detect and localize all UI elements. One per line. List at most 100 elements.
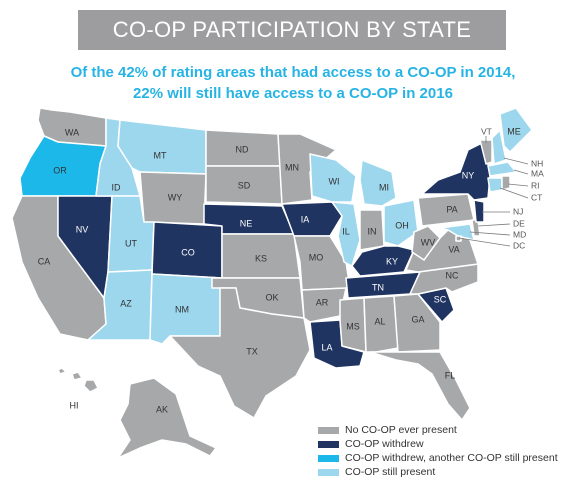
state-label-ak: AK [156, 404, 168, 414]
legend-label: CO-OP still present [345, 466, 436, 478]
state-mt[interactable] [117, 119, 207, 175]
state-label-ne: NE [240, 218, 253, 228]
subtitle-line-1: Of the 42% of rating areas that had acce… [70, 64, 516, 81]
state-label-or: OR [53, 165, 67, 175]
state-hi-island-3[interactable] [83, 379, 99, 393]
state-label-ct: CT [531, 192, 542, 202]
state-label-sc: SC [434, 294, 447, 304]
state-label-oh: OH [395, 220, 409, 230]
leader-ma [513, 169, 529, 175]
state-md[interactable] [439, 223, 475, 241]
state-label-md: MD [513, 229, 526, 239]
state-label-ny: NY [462, 170, 475, 180]
state-label-me: ME [507, 126, 521, 136]
state-tx[interactable] [169, 287, 311, 419]
map-title: CO-OP PARTICIPATION BY STATE [78, 10, 506, 50]
state-label-ri: RI [531, 180, 540, 190]
legend-swatch-none [318, 426, 339, 434]
state-label-az: AZ [120, 298, 132, 308]
state-label-vt: VT [481, 126, 492, 136]
state-ms[interactable] [339, 297, 367, 353]
state-vt[interactable] [479, 139, 493, 165]
state-label-va: VA [448, 244, 459, 254]
state-label-hi: HI [70, 400, 79, 410]
state-label-nm: NM [175, 304, 189, 314]
state-label-id: ID [112, 182, 122, 192]
state-label-mo: MO [309, 252, 324, 262]
state-label-ut: UT [125, 238, 137, 248]
leader-de [477, 223, 511, 227]
legend-label: CO-OP withdrew [345, 438, 424, 450]
state-nh[interactable] [491, 129, 507, 165]
leader-md [469, 231, 511, 236]
state-label-wa: WA [65, 127, 79, 137]
state-hi-island-2[interactable] [71, 371, 83, 381]
state-label-wi: WI [329, 176, 340, 186]
state-mi[interactable] [359, 159, 397, 207]
state-wi[interactable] [309, 153, 357, 203]
state-ny[interactable] [421, 141, 491, 201]
state-label-wv: WV [421, 237, 436, 247]
legend-item-withdrew-other: CO-OP withdrew, another CO-OP still pres… [318, 451, 558, 465]
state-label-fl: FL [445, 370, 456, 380]
state-label-ks: KS [255, 253, 267, 263]
state-label-nh: NH [531, 158, 543, 168]
state-label-ok: OK [265, 292, 278, 302]
state-label-ia: IA [301, 214, 310, 224]
state-label-nd: ND [236, 144, 249, 154]
state-label-dc: DC [513, 240, 525, 250]
state-fl[interactable] [369, 351, 471, 421]
legend-item-still: CO-OP still present [318, 465, 558, 479]
subtitle-line-2: 22% will still have access to a CO-OP in… [133, 85, 453, 102]
leader-dc [458, 237, 511, 247]
legend-label: No CO-OP ever present [345, 424, 457, 436]
legend-swatch-withdrew-other [318, 454, 339, 462]
state-label-nj: NJ [513, 206, 523, 216]
legend: No CO-OP ever present CO-OP withdrew CO-… [318, 423, 558, 479]
state-ri[interactable] [501, 175, 511, 191]
state-label-de: DE [513, 218, 525, 228]
state-label-tn: TN [372, 282, 384, 292]
state-ma[interactable] [487, 161, 517, 177]
state-label-tx: TX [246, 346, 258, 356]
us-state-map: WA OR CA NV ID MT WY UT CO AZ NM ND SD NE KS OK TX MN IA MO… [11, 107, 544, 459]
state-label-mn: MN [285, 162, 299, 172]
state-label-ma: MA [531, 168, 544, 178]
state-label-ga: GA [411, 314, 424, 324]
state-wv[interactable] [411, 225, 441, 261]
state-label-il: IL [342, 226, 350, 236]
state-ct[interactable] [487, 177, 503, 193]
state-label-wy: WY [168, 192, 183, 202]
state-label-ar: AR [316, 297, 329, 307]
state-ia[interactable] [281, 201, 343, 237]
leader-nh [503, 157, 529, 165]
state-hi[interactable] [57, 367, 67, 375]
state-nj[interactable] [473, 199, 485, 223]
legend-label: CO-OP withdrew, another CO-OP still pres… [345, 452, 558, 464]
state-label-mt: MT [154, 150, 167, 160]
state-ar[interactable] [301, 287, 347, 323]
state-me[interactable] [499, 107, 533, 153]
state-label-nv: NV [76, 224, 89, 234]
state-label-la: LA [321, 342, 332, 352]
legend-item-none: No CO-OP ever present [318, 423, 558, 437]
state-label-ms: MS [346, 321, 360, 331]
leader-ri [507, 183, 529, 187]
state-label-al: AL [374, 316, 385, 326]
state-label-in: IN [368, 226, 377, 236]
state-oh[interactable] [383, 199, 419, 247]
leader-ct [499, 187, 529, 199]
state-il[interactable] [331, 201, 361, 267]
state-ky[interactable] [351, 245, 415, 277]
state-label-sd: SD [238, 180, 251, 190]
legend-item-withdrew: CO-OP withdrew [318, 437, 558, 451]
state-label-pa: PA [446, 204, 457, 214]
state-label-co: CO [181, 247, 195, 257]
legend-swatch-withdrew [318, 440, 339, 448]
state-label-mi: MI [379, 182, 389, 192]
state-ak[interactable] [117, 377, 217, 459]
state-label-ky: KY [386, 256, 398, 266]
state-label-ca: CA [38, 256, 51, 266]
legend-swatch-still [318, 468, 339, 476]
state-label-nc: NC [446, 270, 459, 280]
